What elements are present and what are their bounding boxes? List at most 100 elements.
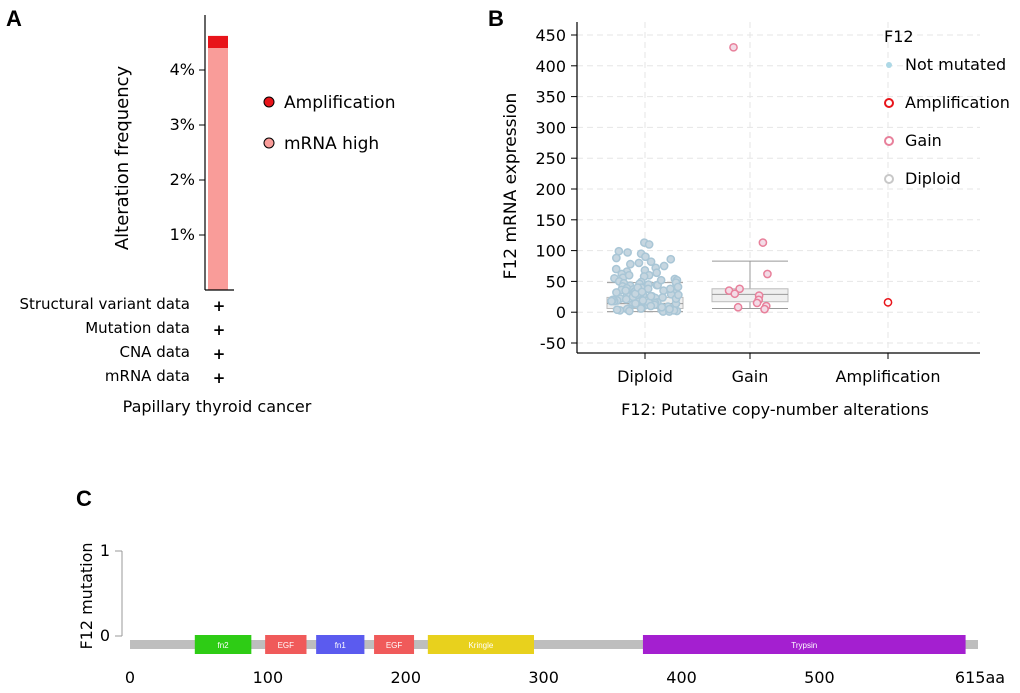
panel-b-xlabel: F12: Putative copy-number alterations — [621, 400, 929, 419]
point-diploid — [674, 290, 683, 300]
point-diploid — [611, 253, 621, 263]
point-diploid — [636, 304, 646, 313]
panel-b-xticks: Diploid Gain Amplification — [617, 353, 940, 386]
point-diploid — [611, 264, 621, 274]
domain-fn1[interactable] — [316, 635, 365, 654]
point-diploid — [673, 282, 683, 292]
domain-fn2[interactable] — [194, 635, 252, 654]
panel-b-ytick-label: 150 — [535, 211, 566, 230]
legend-diploid-label: Diploid — [905, 169, 961, 188]
point-diploid — [634, 258, 644, 268]
panel-b-xtick-label: Diploid — [617, 367, 673, 386]
domain-egf[interactable] — [374, 635, 415, 654]
bar-amplification — [208, 35, 228, 48]
point-diploid — [666, 254, 676, 264]
panel-a-ytick-label: 4% — [170, 60, 195, 79]
panel-b-ytick-label: 250 — [535, 149, 566, 168]
panel-b-ylabel: F12 mRNA expression — [501, 93, 521, 280]
legend-amplification-marker-b — [884, 98, 894, 108]
panel-b: B F12 mRNA expression -50 0 50 100 150 200 250… — [488, 6, 1010, 419]
panel-c-xtick-label: 0 — [125, 668, 135, 687]
point-diploid — [621, 286, 630, 295]
panel-c-ylabel: F12 mutation — [77, 542, 96, 649]
point-amplification — [883, 297, 893, 307]
domain-label: fn2 — [218, 641, 230, 650]
panel-b-ytick-label: -50 — [540, 334, 566, 353]
panel-b-yticks: -50 0 50 100 150 200 250 300 350 400 450 — [535, 26, 577, 353]
point-diploid — [646, 291, 656, 301]
panel-b-xtick-label: Amplification — [836, 367, 941, 386]
domain-trypsin[interactable] — [642, 635, 966, 654]
data-type-mutation: Mutation data — [85, 319, 190, 337]
legend-not-mutated-marker — [886, 62, 892, 68]
data-type-cna-mark: + — [213, 345, 226, 363]
domain-egf[interactable] — [265, 635, 307, 654]
domain-label: EGF — [386, 641, 403, 650]
panel-b-xtick-label: Gain — [732, 367, 769, 386]
panel-a: A Alteration frequency 1% 2% 3% 4% Amplific… — [6, 6, 395, 416]
panel-c-xtick-label: 400 — [666, 668, 697, 687]
panel-c-xtick-label: 500 — [804, 668, 835, 687]
panel-c-letter: C — [76, 486, 92, 511]
panel-b-ytick-label: 300 — [535, 118, 566, 137]
panel-b-ytick-label: 450 — [535, 26, 566, 45]
point-diploid — [659, 261, 669, 271]
point-diploid — [638, 296, 648, 305]
panel-a-legend: Amplification mRNA high — [263, 93, 395, 154]
point-diploid — [665, 284, 675, 294]
panel-a-yticks: 1% 2% 3% 4% — [170, 60, 205, 244]
panel-b-points — [607, 42, 893, 316]
legend-gain-marker — [884, 136, 894, 146]
data-type-mrna-mark: + — [213, 369, 226, 387]
point-gain — [733, 302, 743, 312]
point-diploid — [625, 306, 634, 316]
point-gain — [729, 42, 738, 52]
point-diploid — [652, 268, 662, 278]
panel-a-ytick-label: 1% — [170, 225, 195, 244]
domain-label: Kringle — [468, 641, 493, 650]
protein-length-label: 615aa — [955, 668, 1005, 687]
bar-mrna-high — [208, 48, 228, 290]
domain-kringle[interactable] — [427, 635, 535, 654]
panel-c: C F12 mutation 1 0 fn2 EGF fn1 EGF Kringle Tr… — [76, 486, 1005, 687]
point-diploid — [624, 270, 634, 280]
legend-mrna-high-marker — [263, 137, 275, 149]
point-diploid — [631, 299, 640, 308]
data-type-structural-variant-mark: + — [213, 297, 226, 315]
legend-amplification-label-b: Amplification — [905, 93, 1010, 112]
panel-b-ytick-label: 350 — [535, 88, 566, 107]
panel-c-domains: fn2 EGF fn1 EGF Kringle Trypsin — [194, 635, 966, 654]
point-diploid — [656, 275, 666, 285]
legend-amplification-label: Amplification — [284, 93, 395, 113]
panel-a-data-types: Structural variant data Mutation data CN… — [19, 295, 225, 387]
panel-b-ytick-label: 200 — [535, 180, 566, 199]
panel-c-xtick-label: 200 — [390, 668, 421, 687]
legend-gain-label: Gain — [905, 131, 942, 150]
data-type-mrna: mRNA data — [105, 367, 190, 385]
legend-not-mutated-label: Not mutated — [905, 55, 1006, 74]
data-type-mutation-mark: + — [213, 321, 226, 339]
point-diploid — [625, 259, 635, 269]
domain-label: fn1 — [335, 641, 347, 650]
point-gain — [758, 238, 768, 247]
point-diploid — [646, 257, 656, 267]
legend-diploid-marker — [884, 174, 894, 184]
panel-a-ytick-label: 2% — [170, 170, 195, 189]
legend-amplification-marker — [263, 96, 275, 108]
data-type-structural-variant: Structural variant data — [19, 295, 190, 313]
panel-c-xticks: 0 100 200 300 400 500 — [125, 668, 835, 687]
point-diploid — [641, 252, 650, 262]
panel-b-ytick-label: 400 — [535, 57, 566, 76]
panel-a-ylabel: Alteration frequency — [112, 65, 133, 250]
point-gain — [760, 304, 769, 314]
legend-mrna-high-label: mRNA high — [284, 134, 379, 154]
point-gain — [735, 284, 744, 294]
panel-c-xtick-label: 300 — [528, 668, 559, 687]
panel-b-grid — [577, 22, 980, 353]
panel-b-ytick-label: 50 — [546, 272, 566, 291]
point-diploid — [665, 304, 674, 314]
legend-title: F12 — [884, 27, 914, 46]
domain-label: EGF — [278, 641, 295, 650]
panel-a-letter: A — [6, 6, 22, 31]
